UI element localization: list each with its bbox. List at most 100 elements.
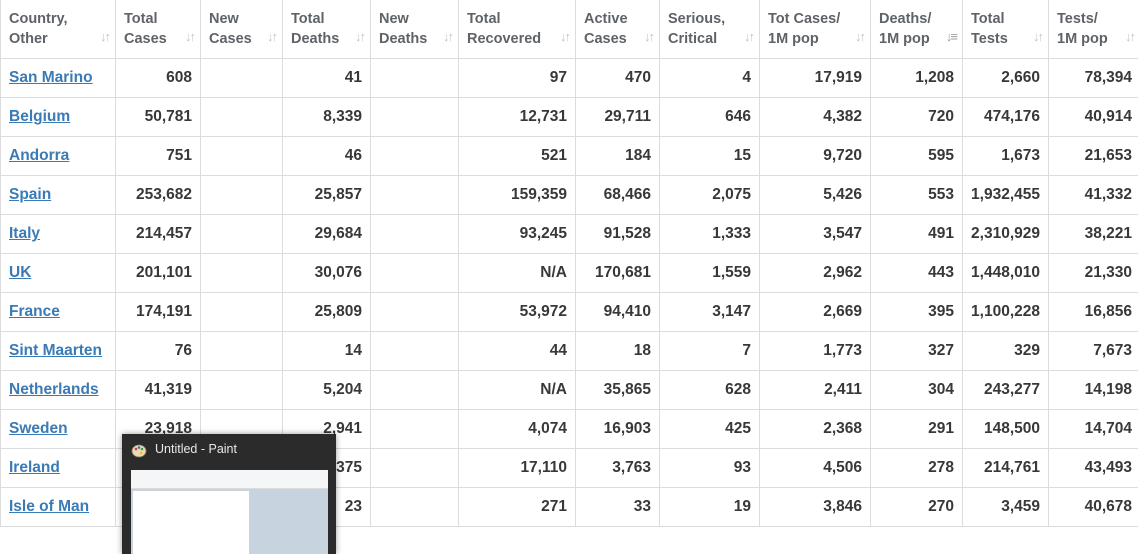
cell-active-cases: 35,865: [576, 371, 660, 410]
country-link[interactable]: Ireland: [9, 459, 60, 476]
column-header-total-cases[interactable]: Total Cases↓↑: [116, 0, 201, 59]
cell-serious-critical: 425: [660, 410, 760, 449]
cell-serious-critical: 93: [660, 449, 760, 488]
sort-icon[interactable]: ↓↑: [267, 27, 276, 47]
country-link[interactable]: France: [9, 303, 60, 320]
column-header-total-tests[interactable]: Total Tests↓↑: [963, 0, 1049, 59]
cell-deaths-per-1m: 304: [871, 371, 963, 410]
cell-tests-per-1m: 43,493: [1049, 449, 1138, 488]
sort-icon[interactable]: ↓↑: [855, 27, 864, 47]
sort-icon[interactable]: ↓↑: [1125, 27, 1134, 47]
country-link[interactable]: Spain: [9, 186, 51, 203]
cell-total-deaths: 8,339: [283, 98, 371, 137]
cell-serious-critical: 2,075: [660, 176, 760, 215]
column-header-serious-critical[interactable]: Serious, Critical↓↑: [660, 0, 760, 59]
cell-cases-per-1m: 2,962: [760, 254, 871, 293]
cell-total-recovered: 17,110: [459, 449, 576, 488]
column-header-label: New Deaths: [379, 9, 436, 49]
paint-taskbar-preview[interactable]: Untitled - Paint: [122, 434, 336, 554]
cell-total-recovered: N/A: [459, 254, 576, 293]
cell-serious-critical: 19: [660, 488, 760, 527]
column-header-total-deaths[interactable]: Total Deaths ↓↑: [283, 0, 371, 59]
country-link[interactable]: Sint Maarten: [9, 342, 102, 359]
column-header-label: Active Cases: [584, 9, 637, 49]
sort-icon[interactable]: ↓↑: [355, 27, 364, 47]
sort-icon[interactable]: ↓↑: [100, 27, 109, 47]
cell-new-deaths: [371, 254, 459, 293]
cell-serious-critical: 15: [660, 137, 760, 176]
column-header-label: Tot Cases/ 1M pop: [768, 9, 848, 49]
cell-total-deaths: 25,809: [283, 293, 371, 332]
cell-tests-per-1m: 41,332: [1049, 176, 1138, 215]
cell-country: Sint Maarten: [1, 332, 116, 371]
cell-new-deaths: [371, 293, 459, 332]
sort-icon[interactable]: ↓↑: [185, 27, 194, 47]
country-link[interactable]: UK: [9, 264, 31, 281]
sort-icon[interactable]: ↓↑: [1033, 27, 1042, 47]
cell-total-cases: 253,682: [116, 176, 201, 215]
cell-total-tests: 148,500: [963, 410, 1049, 449]
cell-active-cases: 33: [576, 488, 660, 527]
cell-cases-per-1m: 1,773: [760, 332, 871, 371]
country-link[interactable]: Italy: [9, 225, 40, 242]
sort-icon[interactable]: ↓↑: [744, 27, 753, 47]
country-link[interactable]: Netherlands: [9, 381, 99, 398]
cell-new-deaths: [371, 488, 459, 527]
cell-total-deaths: 41: [283, 59, 371, 98]
sort-icon[interactable]: ↓↑: [443, 27, 452, 47]
cell-new-deaths: [371, 371, 459, 410]
country-link[interactable]: Andorra: [9, 147, 69, 164]
cell-new-deaths: [371, 332, 459, 371]
cell-tests-per-1m: 21,653: [1049, 137, 1138, 176]
cell-active-cases: 29,711: [576, 98, 660, 137]
column-header-active-cases[interactable]: Active Cases ↓↑: [576, 0, 660, 59]
column-header-new-deaths[interactable]: New Deaths ↓↑: [371, 0, 459, 59]
cell-total-tests: 3,459: [963, 488, 1049, 527]
column-header-tests-per-1m[interactable]: Tests/ 1M pop↓↑: [1049, 0, 1138, 59]
cell-new-cases: [201, 137, 283, 176]
cell-country: Isle of Man: [1, 488, 116, 527]
cell-new-cases: [201, 332, 283, 371]
column-header-country[interactable]: Country, Other↓↑: [1, 0, 116, 59]
cell-new-deaths: [371, 410, 459, 449]
cell-new-cases: [201, 59, 283, 98]
paint-canvas-thumbnail: [133, 491, 249, 554]
cell-tests-per-1m: 14,704: [1049, 410, 1138, 449]
cell-deaths-per-1m: 553: [871, 176, 963, 215]
column-header-total-recovered[interactable]: Total Recovered↓↑: [459, 0, 576, 59]
sort-icon[interactable]: ↓↑: [560, 27, 569, 47]
cell-new-deaths: [371, 449, 459, 488]
sort-icon[interactable]: ↓↑: [644, 27, 653, 47]
cell-cases-per-1m: 2,411: [760, 371, 871, 410]
cell-total-tests: 2,310,929: [963, 215, 1049, 254]
column-header-cases-per-1m[interactable]: Tot Cases/ 1M pop ↓↑: [760, 0, 871, 59]
sort-descending-icon[interactable]: ↓≡: [946, 27, 956, 47]
cell-new-cases: [201, 371, 283, 410]
country-link[interactable]: Isle of Man: [9, 498, 89, 515]
country-link[interactable]: Sweden: [9, 420, 68, 437]
country-link[interactable]: Belgium: [9, 108, 70, 125]
cell-country: Sweden: [1, 410, 116, 449]
cell-active-cases: 170,681: [576, 254, 660, 293]
column-header-deaths-per-1m[interactable]: Deaths/ 1M pop↓≡: [871, 0, 963, 59]
column-header-label: Total Deaths: [291, 9, 348, 49]
cell-total-recovered: 4,074: [459, 410, 576, 449]
cell-total-cases: 751: [116, 137, 201, 176]
cell-serious-critical: 3,147: [660, 293, 760, 332]
cell-total-deaths: 5,204: [283, 371, 371, 410]
column-header-new-cases[interactable]: New Cases↓↑: [201, 0, 283, 59]
cell-total-cases: 41,319: [116, 371, 201, 410]
cell-total-cases: 214,457: [116, 215, 201, 254]
cell-serious-critical: 1,333: [660, 215, 760, 254]
paint-window-thumbnail[interactable]: [131, 470, 328, 554]
cell-cases-per-1m: 3,846: [760, 488, 871, 527]
cell-serious-critical: 628: [660, 371, 760, 410]
cell-new-deaths: [371, 137, 459, 176]
cell-tests-per-1m: 40,914: [1049, 98, 1138, 137]
cell-active-cases: 18: [576, 332, 660, 371]
cell-tests-per-1m: 21,330: [1049, 254, 1138, 293]
cell-deaths-per-1m: 720: [871, 98, 963, 137]
country-link[interactable]: San Marino: [9, 69, 93, 86]
cell-total-recovered: 53,972: [459, 293, 576, 332]
